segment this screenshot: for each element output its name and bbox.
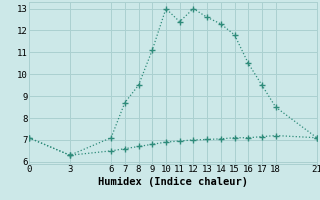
X-axis label: Humidex (Indice chaleur): Humidex (Indice chaleur) (98, 177, 248, 187)
